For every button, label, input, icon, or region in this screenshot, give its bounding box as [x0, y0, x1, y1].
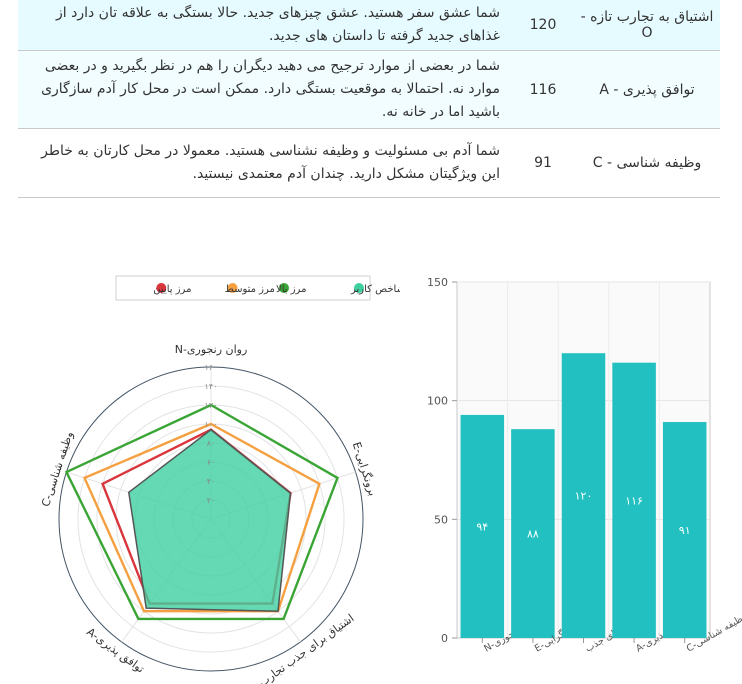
series-polygon [82, 422, 321, 613]
trait-score: 91 [512, 128, 574, 198]
radar-axis-label: روان رنجوری-N [175, 343, 248, 356]
charts-panel: شاخص کاربر مرز بالا مرز متوسط مرز پایین ۲۰ ۴۰… [0, 222, 742, 684]
legend-label: مرز متوسط [225, 284, 275, 295]
table-row: توافق پذیری - A 116 شما در بعضی از موارد… [18, 50, 720, 129]
bar-chart: 050100150۹۴روان رنجوری-N۸۸برونگرایی-E۱۲۰… [427, 276, 742, 655]
trait-description: شما عشق سفر هستید. عشق چیزهای جدید. حالا… [18, 0, 512, 51]
trait-score: 116 [512, 50, 574, 129]
trait-score: 120 [512, 0, 574, 51]
legend-swatch [156, 283, 167, 293]
bar [612, 362, 656, 638]
radar-tick-label: ۸۰ [207, 439, 216, 448]
bar-data-label: ۹۱ [679, 524, 691, 537]
bar-y-tick-label: 100 [427, 395, 448, 408]
bar [460, 414, 505, 638]
radar-axis-label: توافق پذیری-A [84, 625, 147, 676]
radar-tick-label: ۱۴۰ [205, 382, 218, 391]
radar-axis-label: اشتیاق برای جذب تجارب [256, 612, 356, 684]
legend-swatch [354, 283, 364, 293]
series-polygon [64, 403, 339, 621]
radar-tick-label: ۴۰ [207, 477, 216, 486]
radar-tick-label: ۲۰ [207, 496, 216, 505]
legend-swatch [227, 283, 238, 293]
bar [662, 422, 707, 638]
trait-description: شما در بعضی از موارد ترجیح می دهید دیگرا… [18, 50, 512, 129]
trait-name: توافق پذیری - A [574, 50, 720, 129]
legend-label: شاخص کاربر [350, 284, 400, 295]
bar-y-tick-label: 0 [441, 632, 448, 645]
trait-name: وظیفه شناسی - C [574, 128, 720, 198]
radar-tick-label: ۱۶۰ [205, 363, 218, 372]
bar-data-label: ۸۸ [527, 528, 539, 541]
bar-y-tick-label: 150 [427, 276, 448, 289]
trait-name: اشتیاق به تجارب تازه - O [574, 0, 720, 51]
radar-tick-label: ۱۰۰ [205, 420, 218, 429]
bar [561, 353, 606, 638]
trait-description: شما آدم بی مسئولیت و وظیفه نشناسی هستید.… [18, 128, 512, 198]
radar-tick-label: ۱۲۰ [205, 401, 218, 410]
legend-label: مرز بالا [276, 284, 306, 295]
traits-table: اشتیاق به تجارب تازه - O 120 شما عشق سفر… [18, 0, 720, 198]
radar-tick-label: ۶۰ [207, 458, 216, 467]
bar-data-label: ۱۱۶ [625, 494, 643, 507]
bar [511, 429, 555, 638]
table-row: وظیفه شناسی - C 91 شما آدم بی مسئولیت و … [18, 128, 720, 198]
table-row: اشتیاق به تجارب تازه - O 120 شما عشق سفر… [18, 0, 720, 51]
bar-y-tick-label: 50 [434, 513, 448, 526]
legend-label: مرز پایین [153, 284, 191, 295]
user-score-polygon [127, 428, 292, 612]
bar-data-label: ۱۲۰ [575, 490, 593, 503]
bar-data-label: ۹۴ [476, 520, 488, 533]
legend-swatch [279, 283, 290, 293]
